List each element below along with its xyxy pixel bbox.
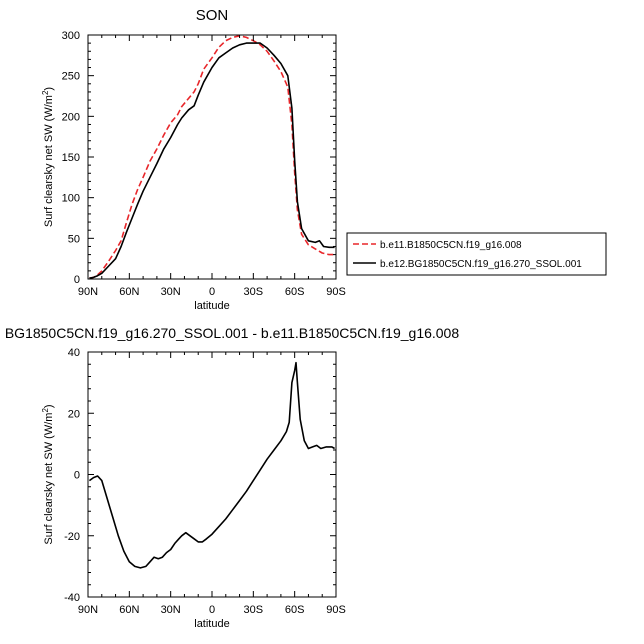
y-tick-label: 20 (68, 408, 80, 420)
chart-1: SON 90N 60N 30N 0 30S 60S 90S 0 50 100 150 200 250 300… (41, 7, 607, 312)
chart-title: SON (196, 7, 229, 24)
legend: b.e11.B1850C5CN.f19_g16.008 b.e12.BG1850C… (346, 232, 607, 276)
y-axis-label-close: ) (43, 87, 55, 91)
y-tick-label: -20 (64, 531, 80, 543)
y-axis-label-main: Surf clearsky net SW (W/m (43, 413, 55, 545)
y-tick-label: 100 (62, 193, 80, 205)
x-tick-label: 90N (78, 286, 98, 298)
x-tick-label: 90N (78, 604, 98, 616)
y-tick-label: 40 (68, 347, 80, 359)
x-tick-label: 90S (326, 604, 346, 616)
x-tick-label: 30S (244, 286, 264, 298)
y-tick-label: 0 (74, 274, 80, 286)
y-tick-label: 300 (62, 30, 80, 42)
y-tick-label: 50 (68, 233, 80, 245)
x-tick-label: 0 (209, 604, 215, 616)
y-axis-label: Surf clearsky net SW (W/m2) (41, 87, 55, 227)
x-tick-label: 0 (209, 286, 215, 298)
chart-2: BG1850C5CN.f19_g16.270_SSOL.001 - b.e11.… (5, 325, 460, 630)
y-tick-label: 250 (62, 71, 80, 83)
x-tick-label: 60N (119, 286, 139, 298)
legend-label-1: b.e11.B1850C5CN.f19_g16.008 (380, 240, 522, 251)
x-tick-label: 60S (285, 286, 305, 298)
y-tick-label: 150 (62, 152, 80, 164)
series-line-1 (88, 361, 336, 569)
x-tick-label: 30N (161, 286, 181, 298)
plot-frame (87, 351, 337, 598)
series-line-1 (89, 35, 335, 279)
series-line-2 (89, 42, 335, 279)
y-axis-label: Surf clearsky net SW (W/m2) (41, 404, 55, 544)
x-axis-label: latitude (194, 300, 229, 312)
chart-title: BG1850C5CN.f19_g16.270_SSOL.001 - b.e11.… (5, 325, 460, 341)
y-axis-label-sup: 2 (41, 408, 50, 413)
x-tick-label: 60N (119, 604, 139, 616)
plot-frame (87, 34, 337, 280)
legend-label-2: b.e12.BG1850C5CN.f19_g16.270_SSOL.001 (380, 259, 582, 270)
x-tick-label: 30N (161, 604, 181, 616)
y-axis-label-main: Surf clearsky net SW (W/m (43, 95, 55, 227)
y-tick-label: 200 (62, 111, 80, 123)
y-tick-label: -40 (64, 592, 80, 604)
y-axis-label-sup: 2 (41, 90, 50, 95)
x-tick-label: 30S (244, 604, 264, 616)
legend-box (346, 232, 607, 276)
x-axis-label: latitude (194, 618, 229, 630)
x-tick-label: 60S (285, 604, 305, 616)
x-tick-label: 90S (326, 286, 346, 298)
y-axis-label-close: ) (43, 404, 55, 408)
y-tick-label: 0 (74, 470, 80, 482)
